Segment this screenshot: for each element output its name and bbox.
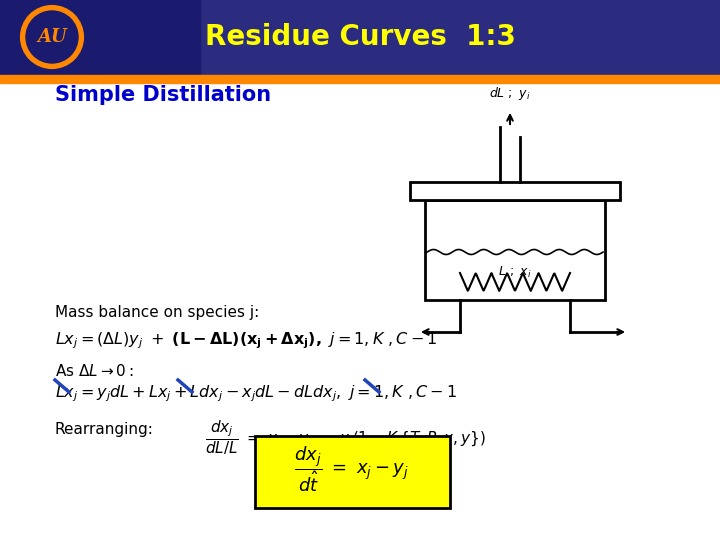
Text: $Lx_j = (\Delta L)y_j\ +\ \mathbf{(L - \Delta L)(x_j + \Delta x_j),}\ j = 1,K\ ,: $Lx_j = (\Delta L)y_j\ +\ \mathbf{(L - \… xyxy=(55,330,438,350)
Text: AU: AU xyxy=(37,28,67,46)
Text: $\dfrac{dx_j}{d\hat{t}}\ =\ x_j - y_j$: $\dfrac{dx_j}{d\hat{t}}\ =\ x_j - y_j$ xyxy=(294,444,410,494)
Text: Residue Curves  1:3: Residue Curves 1:3 xyxy=(204,23,516,51)
Bar xyxy=(410,182,620,200)
Text: Mass balance on species j:: Mass balance on species j: xyxy=(55,305,259,320)
Bar xyxy=(0,75,720,83)
Text: Simple Distillation: Simple Distillation xyxy=(55,85,271,105)
Text: $Lx_j = y_j dL + Lx_j + Ldx_j - x_j dL - dLdx_j,\ j = 1,K\ ,C - 1$: $Lx_j = y_j dL + Lx_j + Ldx_j - x_j dL -… xyxy=(55,383,457,403)
Bar xyxy=(426,254,604,299)
Bar xyxy=(0,0,200,75)
Circle shape xyxy=(26,11,78,63)
Text: $dL\ ;\ y_i$: $dL\ ;\ y_i$ xyxy=(490,85,531,102)
Text: $\dfrac{dx_j}{dL/L}\ =\ x_j - y_j\ =\ x_j(1 - K_j\{T,P,x,y\})$: $\dfrac{dx_j}{dL/L}\ =\ x_j - y_j\ =\ x_… xyxy=(205,418,486,457)
Text: $L\ ;\ x_i$: $L\ ;\ x_i$ xyxy=(498,265,532,280)
Circle shape xyxy=(22,7,82,67)
Bar xyxy=(255,436,450,508)
Bar xyxy=(0,0,720,75)
Text: As $\Delta L \rightarrow 0:$: As $\Delta L \rightarrow 0:$ xyxy=(55,363,134,379)
Bar xyxy=(425,200,605,300)
Bar xyxy=(0,75,720,540)
Text: Rearranging:: Rearranging: xyxy=(55,422,154,437)
